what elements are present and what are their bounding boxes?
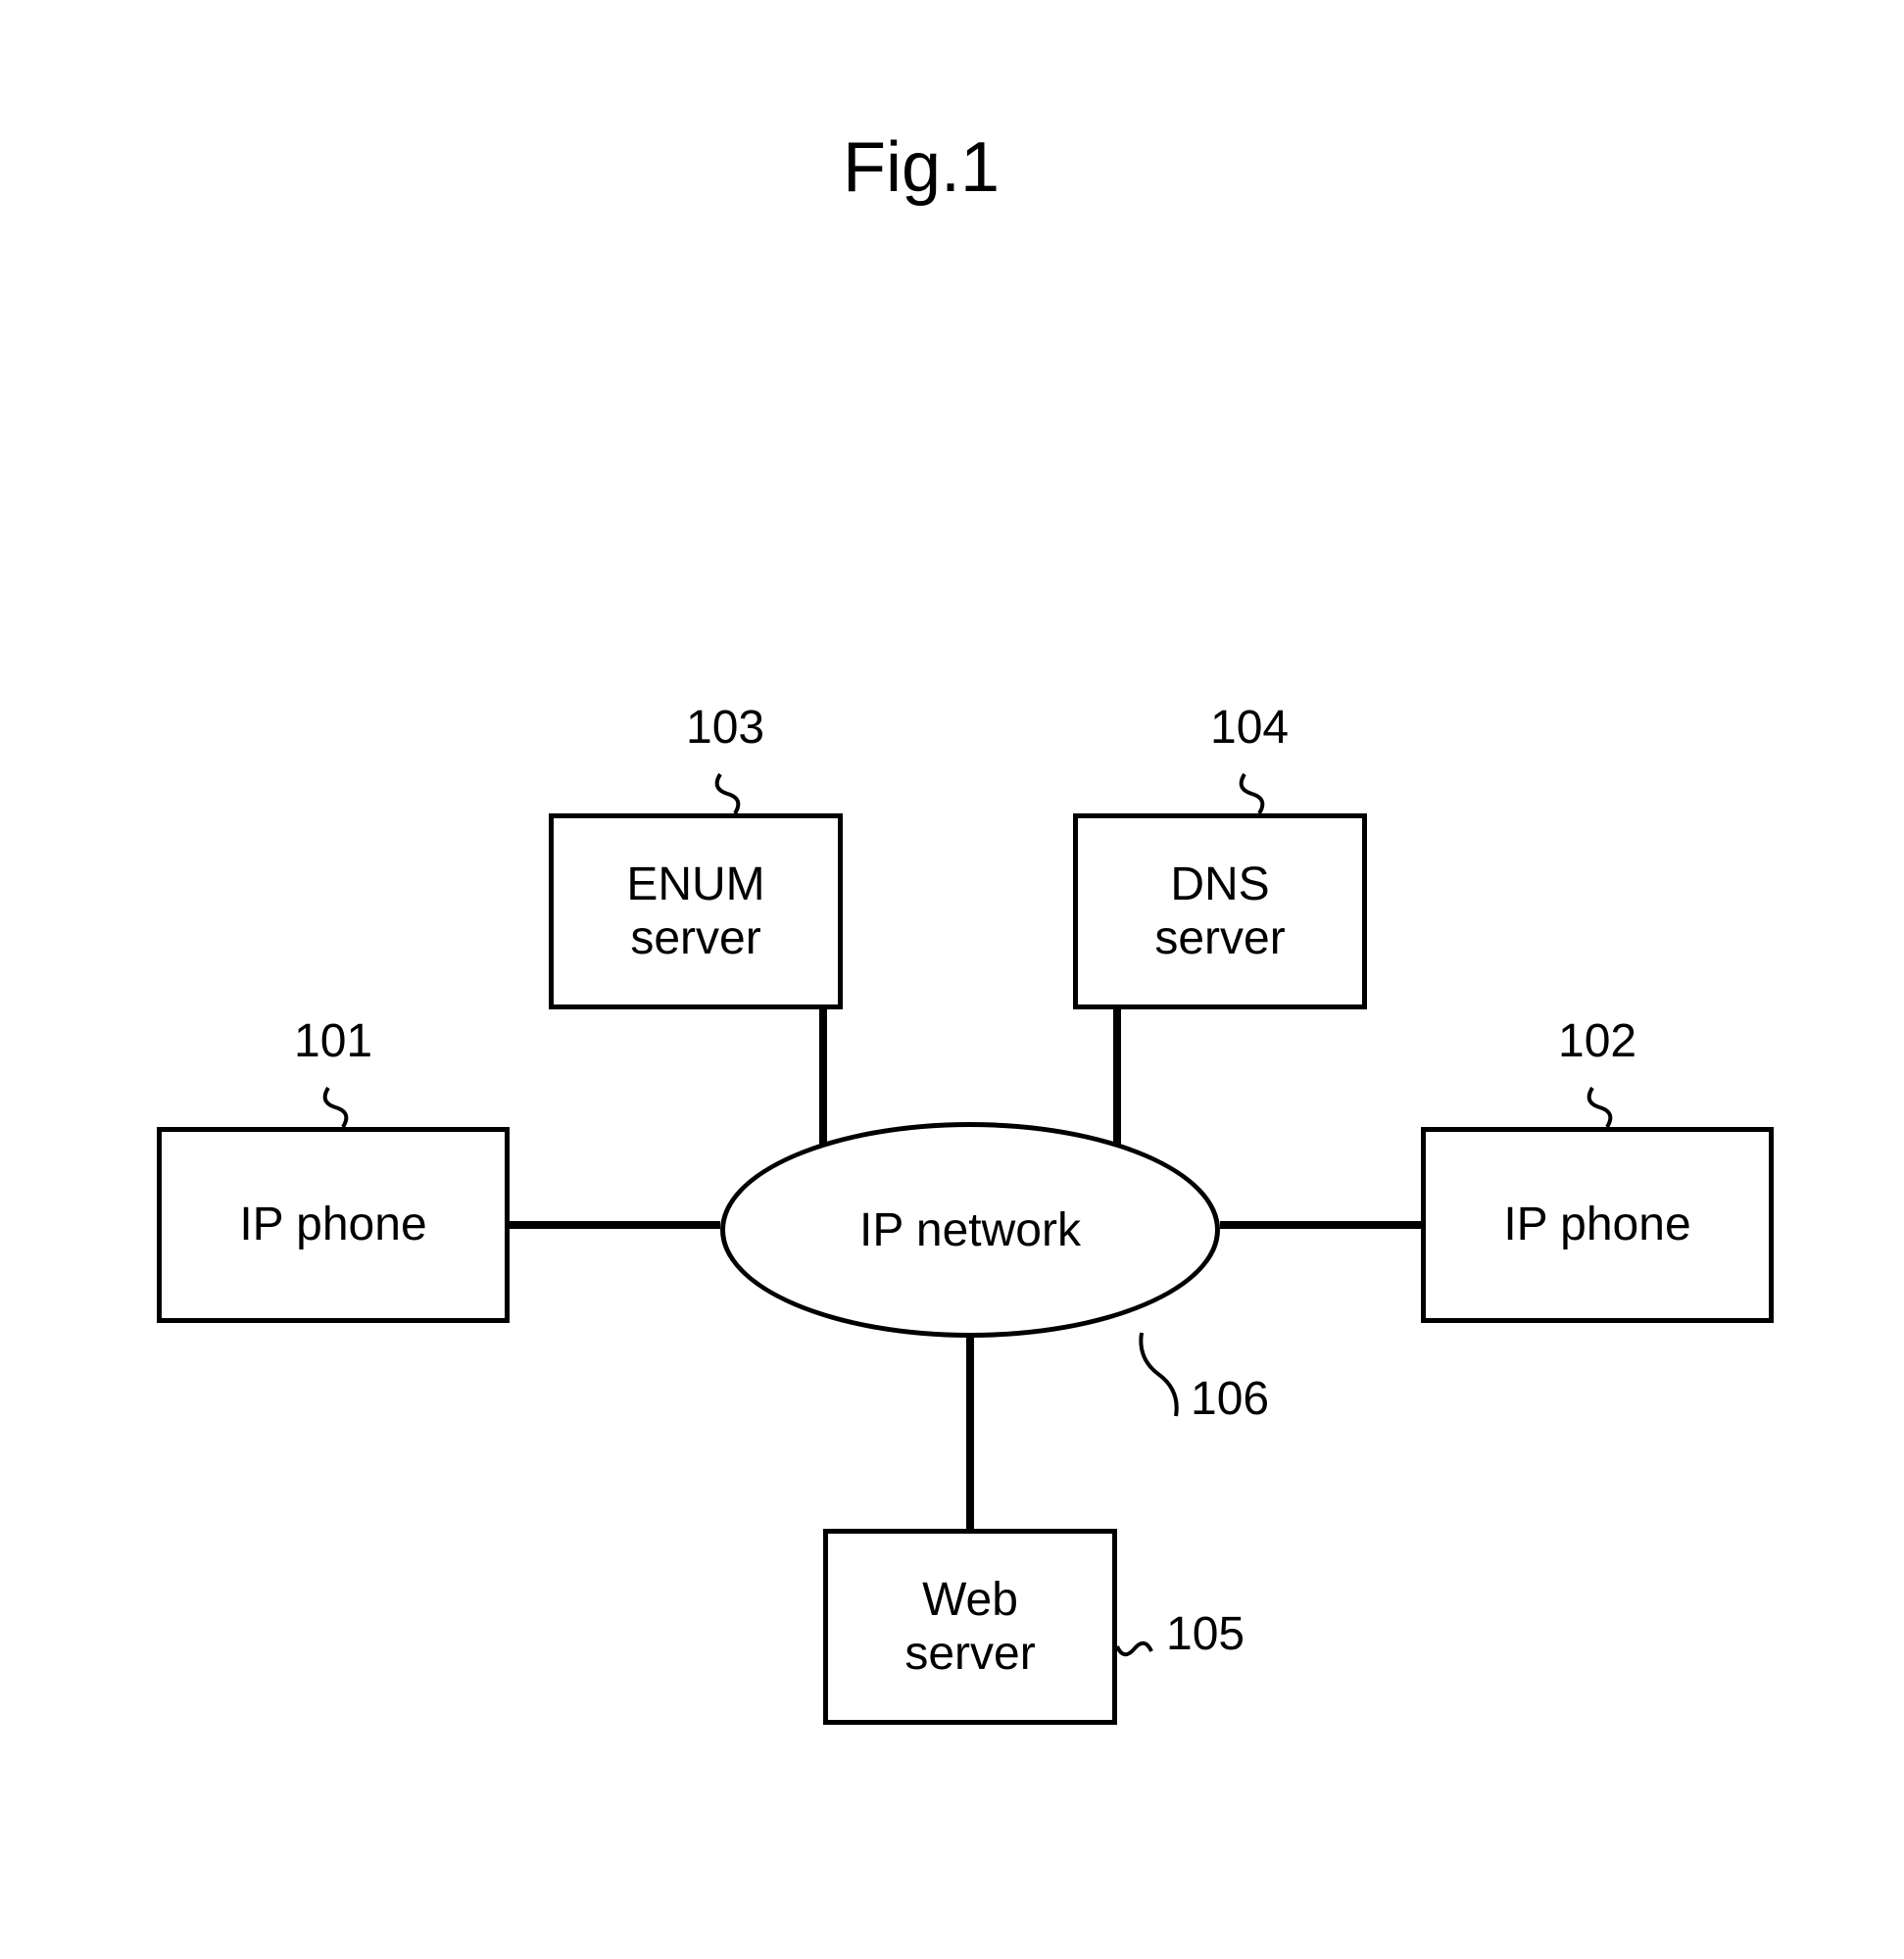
ref-102: 102 [1558, 1014, 1636, 1068]
figure-stage: Fig.1 IP network IP phone IP phone ENUMs… [0, 0, 1904, 1959]
ref-105: 105 [1166, 1607, 1245, 1661]
leader-r106 [1141, 1333, 1176, 1416]
node-ip-phone-right-label: IP phone [1503, 1198, 1690, 1251]
node-web-server: Webserver [823, 1529, 1117, 1725]
leader-r101 [325, 1088, 347, 1127]
node-ip-phone-left-label: IP phone [239, 1198, 426, 1251]
figure-title: Fig.1 [843, 127, 1000, 208]
leader-r103 [717, 774, 739, 813]
leader-r102 [1589, 1088, 1611, 1127]
ref-106: 106 [1191, 1372, 1269, 1426]
node-web-server-label: Webserver [904, 1573, 1035, 1681]
ref-104: 104 [1210, 701, 1289, 755]
ref-103: 103 [686, 701, 764, 755]
node-enum-server-label: ENUMserver [626, 857, 764, 965]
node-ip-phone-left: IP phone [157, 1127, 510, 1323]
node-enum-server: ENUMserver [549, 813, 843, 1009]
leader-r105 [1117, 1643, 1151, 1654]
node-dns-server: DNSserver [1073, 813, 1367, 1009]
node-ip-phone-right: IP phone [1421, 1127, 1774, 1323]
node-ip-network-label: IP network [859, 1203, 1081, 1257]
node-ip-network: IP network [720, 1122, 1220, 1338]
ref-101: 101 [294, 1014, 372, 1068]
node-dns-server-label: DNSserver [1154, 857, 1285, 965]
leader-r104 [1242, 774, 1263, 813]
